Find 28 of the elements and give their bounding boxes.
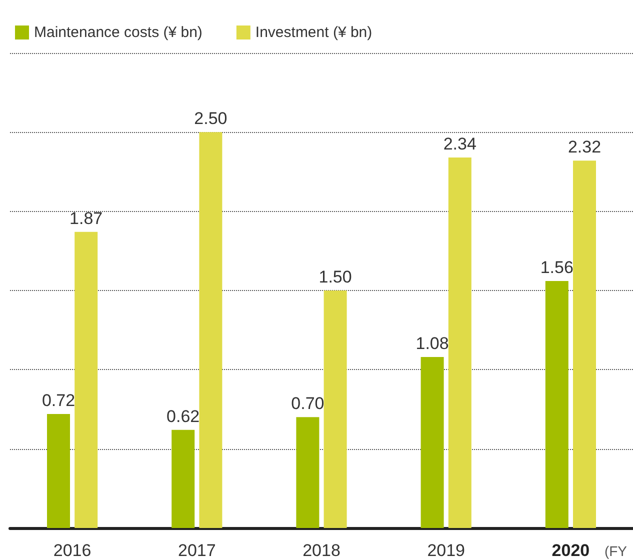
- legend-label: Investment (¥ bn): [255, 24, 372, 41]
- x-tick-label: 2017: [178, 541, 216, 560]
- x-tick-label: 2018: [302, 541, 340, 560]
- data-label: 1.56: [540, 258, 574, 277]
- data-label: 1.87: [70, 208, 103, 228]
- data-label: 1.08: [416, 334, 449, 353]
- bar: [172, 430, 195, 528]
- x-tick-label: 2019: [427, 541, 466, 560]
- bar: [74, 232, 98, 528]
- data-label: 0.62: [166, 406, 200, 426]
- data-label: 0.70: [291, 394, 324, 414]
- bar: [199, 132, 222, 528]
- bar: [420, 357, 444, 528]
- data-label: 2.34: [443, 134, 476, 154]
- bar: [296, 417, 320, 528]
- x-tick-label: 2016: [53, 541, 92, 560]
- bar: [448, 158, 472, 528]
- data-label: 2.32: [568, 138, 602, 157]
- data-label: 1.50: [318, 268, 352, 286]
- data-label: 0.72: [42, 391, 76, 410]
- legend-label: Maintenance costs (¥ bn): [34, 24, 202, 41]
- bar: [545, 281, 568, 528]
- bar: [324, 290, 347, 528]
- text: (FY: [604, 543, 628, 559]
- x-tick-label: 2020: [552, 541, 590, 560]
- data-label: 2.50: [194, 109, 228, 128]
- bar: [47, 414, 70, 528]
- bar: [573, 160, 596, 528]
